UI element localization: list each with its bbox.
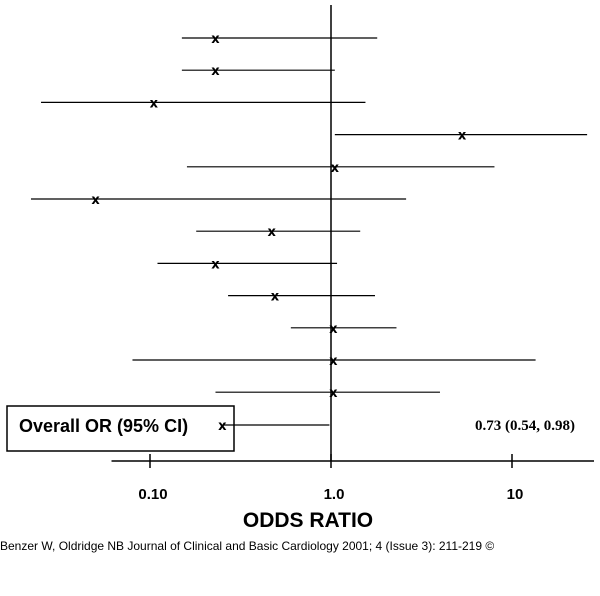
overall-legend-box: [6, 405, 235, 452]
study-11-or-marker: x: [329, 354, 338, 369]
study-3-or-marker: x: [150, 96, 159, 111]
overall-legend-label: Overall OR (95% CI): [19, 416, 188, 436]
study-2-or-marker: x: [211, 64, 220, 79]
study-5-or-marker: x: [331, 161, 340, 176]
x-axis-ticks: 0.10 1.0 10: [138, 454, 523, 503]
forest-plot: 0.10 1.0 10 x x x x x x x x x x x x Overall OR (95% C…: [6, 5, 594, 532]
study-rows: x x x x x x x x x x x x: [30, 32, 588, 401]
study-6-or-marker: x: [91, 193, 100, 208]
x-axis-label: ODDS RATIO: [243, 509, 373, 532]
study-8-or-marker: x: [211, 257, 220, 272]
x-tick-label-2: 10: [507, 486, 524, 503]
overall-or-marker: x: [218, 419, 227, 434]
citation-text: Benzer W, Oldridge NB Journal of Clinica…: [0, 539, 495, 553]
overall-or-value: 0.73 (0.54, 0.98): [475, 418, 575, 434]
x-tick-label-0: 0.10: [138, 486, 167, 503]
study-7-or-marker: x: [267, 225, 276, 240]
study-12-or-marker: x: [329, 386, 338, 401]
study-10-or-marker: x: [329, 322, 338, 337]
x-tick-label-1: 1.0: [324, 486, 345, 503]
overall-row: Overall OR (95% CI) x 0.73 (0.54, 0.98): [6, 405, 575, 452]
study-9-or-marker: x: [271, 290, 280, 305]
study-4-or-marker: x: [458, 129, 467, 144]
study-1-or-marker: x: [211, 32, 220, 47]
